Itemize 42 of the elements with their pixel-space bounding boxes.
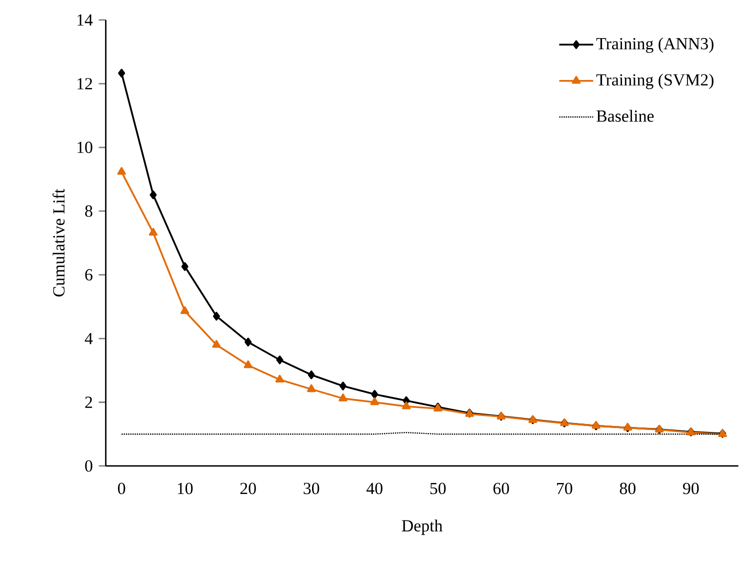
point <box>308 370 315 380</box>
x-tick-label: 90 <box>683 482 699 494</box>
legend-label: Training (ANN3) <box>596 38 714 54</box>
point <box>148 228 158 236</box>
x-tick-label: 10 <box>178 482 193 494</box>
point <box>244 360 252 368</box>
point <box>371 390 378 399</box>
x-tick-label: 70 <box>557 482 572 494</box>
y-tick-label: 8 <box>85 206 92 217</box>
point <box>339 382 347 391</box>
point <box>275 374 284 383</box>
x-tick-label: 60 <box>493 482 509 494</box>
y-axis-title: Cumulative Lift <box>52 188 65 297</box>
y-tick-label: 4 <box>84 333 93 344</box>
legend-label: Baseline <box>596 110 654 122</box>
legend-label: Training (SVM2) <box>596 74 714 90</box>
y-tick-label: 10 <box>78 142 92 154</box>
point <box>276 356 284 364</box>
x-tick-label: 0 <box>118 482 126 494</box>
point <box>338 394 348 402</box>
x-tick-label: 20 <box>240 482 256 494</box>
point <box>244 338 252 347</box>
y-tick-label: 0 <box>85 460 92 472</box>
y-tick-label: 14 <box>78 14 93 26</box>
point <box>307 384 316 392</box>
point <box>150 190 157 200</box>
point <box>117 167 126 175</box>
x-tick-label: 30 <box>304 482 320 494</box>
x-axis-title: Depth <box>402 520 443 536</box>
point <box>402 402 411 410</box>
y-tick-label: 12 <box>78 78 92 90</box>
x-tick-label: 50 <box>430 482 446 494</box>
point <box>212 340 221 348</box>
x-tick-label: 40 <box>366 482 382 494</box>
point <box>180 306 190 314</box>
point <box>181 262 188 272</box>
y-tick-label: 6 <box>85 269 92 281</box>
point <box>370 397 379 406</box>
x-tick-label: 80 <box>620 482 636 494</box>
point <box>212 312 220 321</box>
point <box>118 68 126 78</box>
y-tick-label: 2 <box>85 396 92 408</box>
